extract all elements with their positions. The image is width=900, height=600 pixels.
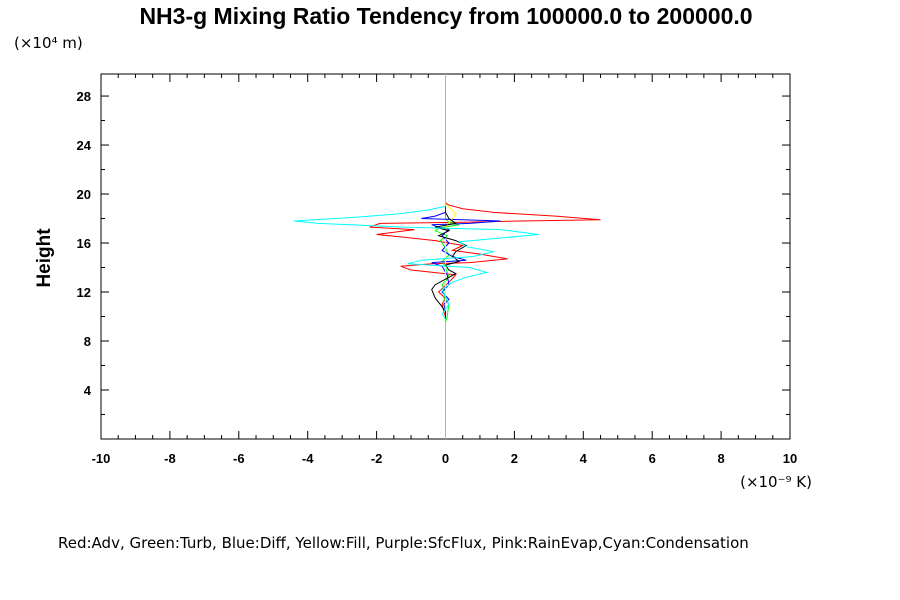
- series-line-2: [421, 74, 501, 439]
- x-tick-label: 6: [649, 451, 656, 466]
- x-tick-label: 4: [580, 451, 588, 466]
- chart-title: NH3-g Mixing Ratio Tendency from 100000.…: [139, 3, 752, 29]
- series-line-1: [434, 74, 460, 439]
- legend-text: Red:Adv, Green:Turb, Blue:Diff, Yellow:F…: [58, 534, 749, 552]
- x-tick-label: -2: [371, 451, 383, 466]
- series-layer: [293, 74, 601, 439]
- y-tick-label: 16: [77, 236, 91, 251]
- y-tick-label: 8: [84, 334, 91, 349]
- y-tick-label: 28: [77, 89, 91, 104]
- y-tick-label: 4: [84, 383, 92, 398]
- x-tick-label: 8: [717, 451, 724, 466]
- x-tick-label: -6: [233, 451, 245, 466]
- y-axis-title: Height: [34, 228, 55, 288]
- series-line-0: [369, 74, 601, 439]
- x-tick-label: -10: [92, 451, 111, 466]
- y-unit-label: (×10⁴ m): [14, 34, 83, 52]
- x-tick-label: 2: [511, 451, 518, 466]
- x-tick-label: 0: [442, 451, 449, 466]
- series-line-5: [293, 74, 539, 439]
- x-tick-label: 10: [783, 451, 797, 466]
- x-tick-label: -8: [164, 451, 176, 466]
- x-tick-label: -4: [302, 451, 314, 466]
- y-tick-label: 24: [77, 138, 92, 153]
- y-tick-label: 12: [77, 285, 91, 300]
- y-tick-label: 20: [77, 187, 91, 202]
- x-unit-label: (×10⁻⁹ K): [740, 473, 812, 491]
